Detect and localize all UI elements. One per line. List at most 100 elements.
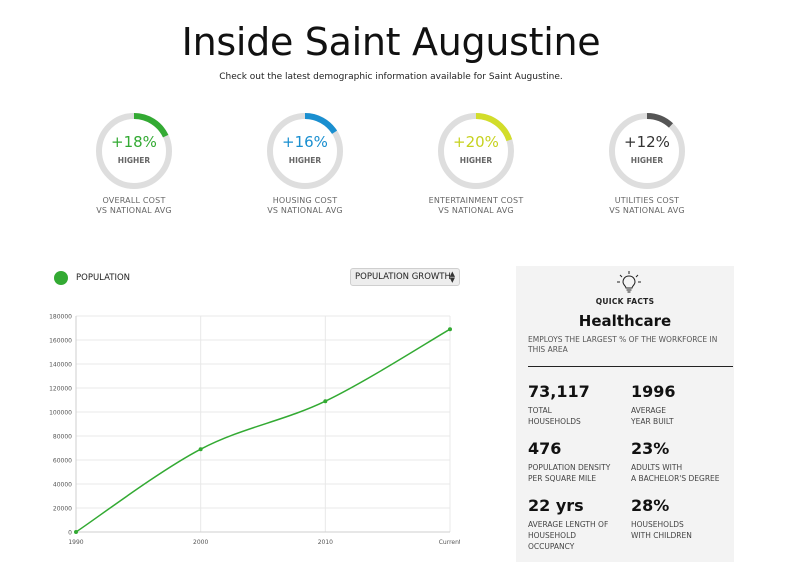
data-point bbox=[198, 447, 203, 452]
facts-divider bbox=[528, 366, 733, 367]
fact-label-line: PER SQUARE MILE bbox=[528, 474, 597, 483]
select-value: POPULATION GROWTH bbox=[355, 272, 451, 282]
stat-value: +20% bbox=[453, 133, 499, 151]
data-point bbox=[448, 327, 452, 332]
fact-label-line: YEAR BUILT bbox=[631, 417, 674, 426]
population-chart: 0 20000 40000 60000 80000 100000 120000 140000 1… bbox=[49, 314, 460, 547]
fact-label: AVERAGE YEAR BUILT bbox=[631, 405, 731, 427]
population-growth-select[interactable]: POPULATION GROWTH ▲ ▼ bbox=[350, 268, 460, 286]
data-point bbox=[323, 399, 328, 404]
fact-occupancy-length: 22 yrs AVERAGE LENGTH OF HOUSEHOLD OCCUP… bbox=[528, 496, 628, 552]
y-tick-label: 180000 bbox=[49, 314, 72, 321]
stat-sub: HIGHER bbox=[630, 156, 664, 165]
y-tick-label: 120000 bbox=[49, 386, 72, 393]
ring-progress bbox=[133, 113, 169, 138]
fact-label-line: AVERAGE LENGTH OF bbox=[528, 520, 609, 529]
facts-title: Healthcare bbox=[578, 312, 672, 330]
stat-label: ENTERTAINMENT COST VS NATIONAL AVG bbox=[391, 196, 561, 216]
population-series-line bbox=[75, 328, 451, 533]
fact-value: 28% bbox=[631, 496, 670, 515]
stat-ring: +16% HIGHER bbox=[266, 112, 344, 190]
fact-label: AVERAGE LENGTH OF HOUSEHOLD OCCUPANCY bbox=[528, 519, 628, 552]
stat-label-line: HOUSING COST bbox=[272, 196, 338, 205]
ring-progress bbox=[475, 113, 513, 142]
y-tick-label: 140000 bbox=[49, 362, 72, 369]
y-tick-label: 40000 bbox=[53, 482, 72, 489]
fact-total-households: 73,117 TOTAL HOUSEHOLDS bbox=[528, 382, 628, 427]
y-tick-label: 0 bbox=[68, 530, 72, 537]
fact-population-density: 476 POPULATION DENSITY PER SQUARE MILE bbox=[528, 439, 628, 484]
ring-chart bbox=[438, 113, 514, 189]
stat-label-line: VS NATIONAL AVG bbox=[438, 206, 514, 215]
stat-value: +18% bbox=[111, 133, 157, 151]
ring-progress bbox=[304, 113, 338, 134]
y-tick-label: 60000 bbox=[53, 458, 72, 465]
stat-label-line: OVERALL COST bbox=[102, 196, 166, 205]
stat-value: +12% bbox=[624, 133, 670, 151]
x-tick-label: Current bbox=[439, 539, 460, 546]
fact-households-children: 28% HOUSEHOLDS WITH CHILDREN bbox=[631, 496, 731, 541]
fact-value: 1996 bbox=[631, 382, 676, 401]
y-tick-label: 160000 bbox=[49, 338, 72, 345]
ring-progress bbox=[646, 113, 674, 128]
fact-label-line: POPULATION DENSITY bbox=[528, 463, 611, 472]
stat-label-line: VS NATIONAL AVG bbox=[267, 206, 343, 215]
ring-chart bbox=[609, 113, 685, 189]
stat-entertainment-cost: +20% HIGHER ENTERTAINMENT COST VS NATION… bbox=[391, 112, 561, 216]
fact-label-line: A BACHELOR'S DEGREE bbox=[631, 474, 720, 483]
stat-label: UTILITIES COST VS NATIONAL AVG bbox=[562, 196, 732, 216]
stat-label-line: ENTERTAINMENT COST bbox=[428, 196, 524, 205]
fact-value: 23% bbox=[631, 439, 670, 458]
fact-label: HOUSEHOLDS WITH CHILDREN bbox=[631, 519, 731, 541]
stat-ring: +20% HIGHER bbox=[437, 112, 515, 190]
stat-ring: +18% HIGHER bbox=[95, 112, 173, 190]
y-tick-label: 100000 bbox=[49, 410, 72, 417]
y-tick-label: 80000 bbox=[53, 434, 72, 441]
page-title: Inside Saint Augustine bbox=[181, 20, 601, 64]
stat-utilities-cost: +12% HIGHER UTILITIES COST VS NATIONAL A… bbox=[562, 112, 732, 216]
fact-label-line: AVERAGE bbox=[631, 406, 666, 415]
x-tick-label: 1990 bbox=[68, 539, 83, 546]
legend-label: POPULATION bbox=[76, 273, 130, 283]
stat-label-line: VS NATIONAL AVG bbox=[609, 206, 685, 215]
fact-label-line: TOTAL bbox=[528, 406, 552, 415]
fact-label: TOTAL HOUSEHOLDS bbox=[528, 405, 628, 427]
ring-track bbox=[609, 113, 685, 189]
quick-facts-panel: QUICK FACTS Healthcare EMPLOYS THE LARGE… bbox=[516, 266, 734, 562]
stat-sub: HIGHER bbox=[117, 156, 151, 165]
y-tick-label: 20000 bbox=[53, 506, 72, 513]
x-tick-label: 2000 bbox=[193, 539, 208, 546]
stat-housing-cost: +16% HIGHER HOUSING COST VS NATIONAL AVG bbox=[220, 112, 390, 216]
data-point bbox=[74, 530, 78, 534]
fact-label-line: WITH CHILDREN bbox=[631, 531, 692, 540]
fact-bachelors-degree: 23% ADULTS WITH A BACHELOR'S DEGREE bbox=[631, 439, 731, 484]
stat-label: HOUSING COST VS NATIONAL AVG bbox=[220, 196, 390, 216]
fact-value: 73,117 bbox=[528, 382, 590, 401]
ring-chart bbox=[96, 113, 172, 189]
fact-average-year-built: 1996 AVERAGE YEAR BUILT bbox=[631, 382, 731, 427]
fact-label: ADULTS WITH A BACHELOR'S DEGREE bbox=[631, 462, 731, 484]
stat-label-line: UTILITIES COST bbox=[614, 196, 680, 205]
facts-description: EMPLOYS THE LARGEST % OF THE WORKFORCE I… bbox=[528, 335, 718, 354]
facts-kicker: QUICK FACTS bbox=[595, 297, 655, 306]
stat-sub: HIGHER bbox=[459, 156, 493, 165]
stat-value: +16% bbox=[282, 133, 328, 151]
lightbulb-icon bbox=[617, 271, 641, 293]
ring-chart bbox=[267, 113, 343, 189]
stat-label-line: VS NATIONAL AVG bbox=[96, 206, 172, 215]
stat-sub: HIGHER bbox=[288, 156, 322, 165]
fact-label-line: OCCUPANCY bbox=[528, 542, 575, 551]
fact-label-line: HOUSEHOLDS bbox=[528, 417, 581, 426]
fact-label-line: HOUSEHOLDS bbox=[631, 520, 684, 529]
fact-value: 22 yrs bbox=[528, 496, 584, 515]
page-subtitle: Check out the latest demographic informa… bbox=[219, 72, 563, 82]
stat-ring: +12% HIGHER bbox=[608, 112, 686, 190]
stat-overall-cost: +18% HIGHER OVERALL COST VS NATIONAL AVG bbox=[49, 112, 219, 216]
fact-label-line: ADULTS WITH bbox=[631, 463, 683, 472]
fact-label-line: HOUSEHOLD bbox=[528, 531, 577, 540]
x-tick-label: 2010 bbox=[318, 539, 333, 546]
stat-label: OVERALL COST VS NATIONAL AVG bbox=[49, 196, 219, 216]
select-arrows-icon: ▲ ▼ bbox=[449, 270, 455, 284]
legend-dot-icon bbox=[54, 271, 68, 285]
chart-legend: POPULATION bbox=[54, 271, 130, 285]
